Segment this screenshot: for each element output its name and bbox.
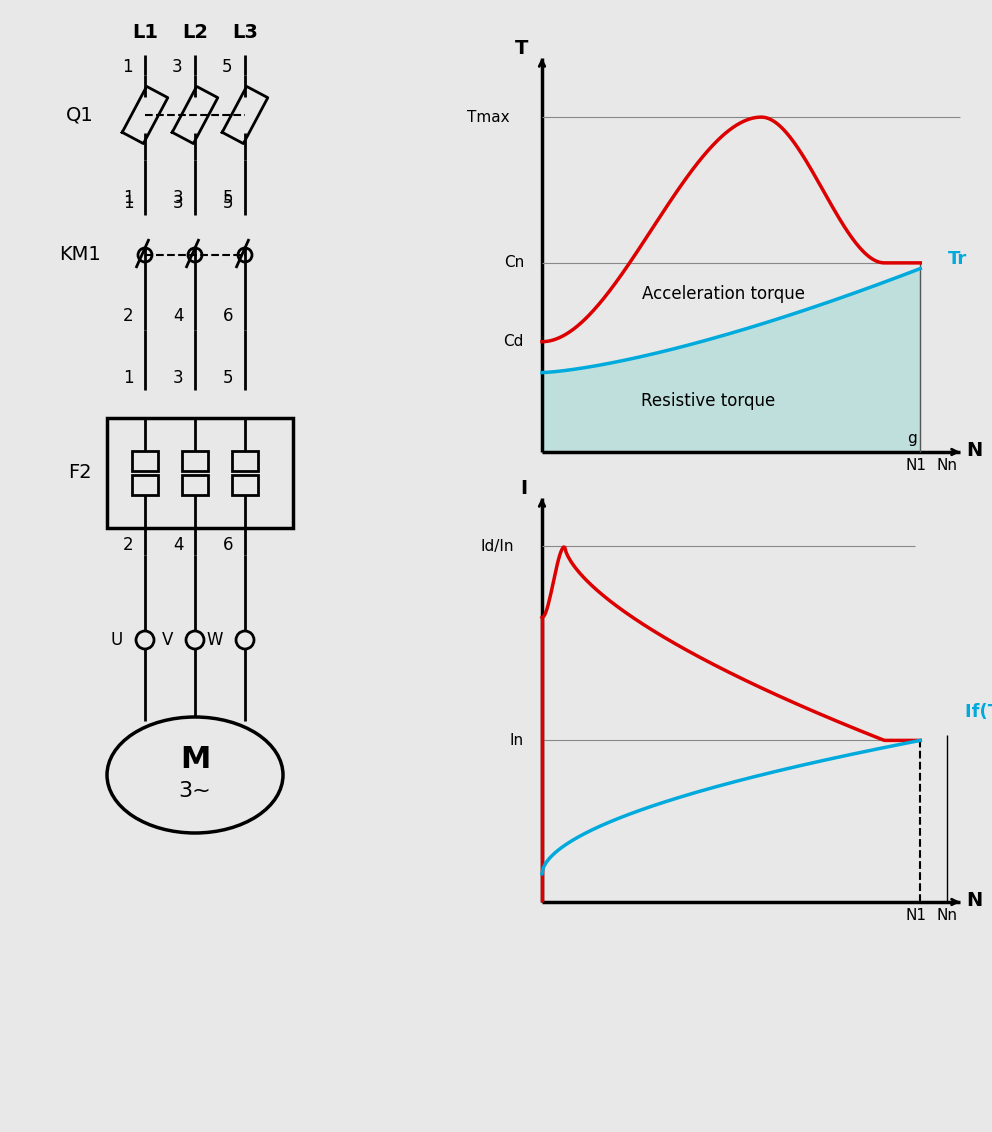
Polygon shape [542, 268, 921, 452]
Text: 6: 6 [223, 535, 233, 554]
Text: U: U [111, 631, 123, 649]
Bar [182, 475, 208, 495]
Bar [107, 418, 293, 528]
Text: 3: 3 [173, 369, 184, 387]
Text: N1: N1 [906, 458, 927, 473]
Text: Nn: Nn [937, 458, 958, 473]
Text: N: N [966, 440, 982, 460]
Text: 1: 1 [123, 194, 133, 212]
Text: 5: 5 [223, 189, 233, 207]
Text: If(Tr ): If(Tr ) [965, 703, 992, 721]
Text: N1: N1 [906, 909, 927, 924]
Text: M: M [180, 745, 210, 773]
Text: g: g [908, 431, 918, 446]
Text: V: V [162, 631, 173, 649]
Text: Resistive torque: Resistive torque [641, 392, 776, 410]
Text: T: T [515, 38, 529, 58]
Text: Nn: Nn [937, 909, 958, 924]
Text: Cd: Cd [504, 334, 524, 349]
Text: L2: L2 [182, 23, 208, 42]
Bar [232, 451, 258, 471]
Text: L1: L1 [132, 23, 158, 42]
Text: 3: 3 [172, 58, 183, 76]
Text: F2: F2 [68, 463, 92, 482]
Text: Q1: Q1 [66, 105, 94, 125]
Text: 3: 3 [173, 189, 184, 207]
Text: 1: 1 [123, 189, 133, 207]
Text: 5: 5 [222, 58, 232, 76]
Text: 4: 4 [173, 535, 184, 554]
Text: 6: 6 [223, 307, 233, 325]
Text: I: I [521, 479, 528, 497]
Text: Tmax: Tmax [467, 110, 510, 125]
Bar [182, 451, 208, 471]
Text: 2: 2 [123, 307, 133, 325]
Text: KM1: KM1 [60, 246, 101, 265]
Text: 5: 5 [223, 194, 233, 212]
Text: Id/In: Id/In [480, 539, 514, 554]
Text: 4: 4 [173, 307, 184, 325]
Text: 3~: 3~ [179, 781, 211, 801]
Bar [132, 475, 158, 495]
Text: 1: 1 [122, 58, 132, 76]
Text: In: In [510, 732, 524, 748]
Text: 3: 3 [173, 194, 184, 212]
Text: Cn: Cn [504, 256, 524, 271]
Ellipse shape [107, 717, 283, 833]
Text: 2: 2 [123, 535, 133, 554]
Bar [132, 451, 158, 471]
Text: Acceleration torque: Acceleration torque [642, 285, 806, 303]
Bar [232, 475, 258, 495]
Text: Tr: Tr [948, 249, 967, 267]
Text: N: N [966, 891, 982, 909]
Text: 1: 1 [123, 369, 133, 387]
Text: 5: 5 [223, 369, 233, 387]
Text: L3: L3 [232, 23, 258, 42]
Text: W: W [206, 631, 223, 649]
